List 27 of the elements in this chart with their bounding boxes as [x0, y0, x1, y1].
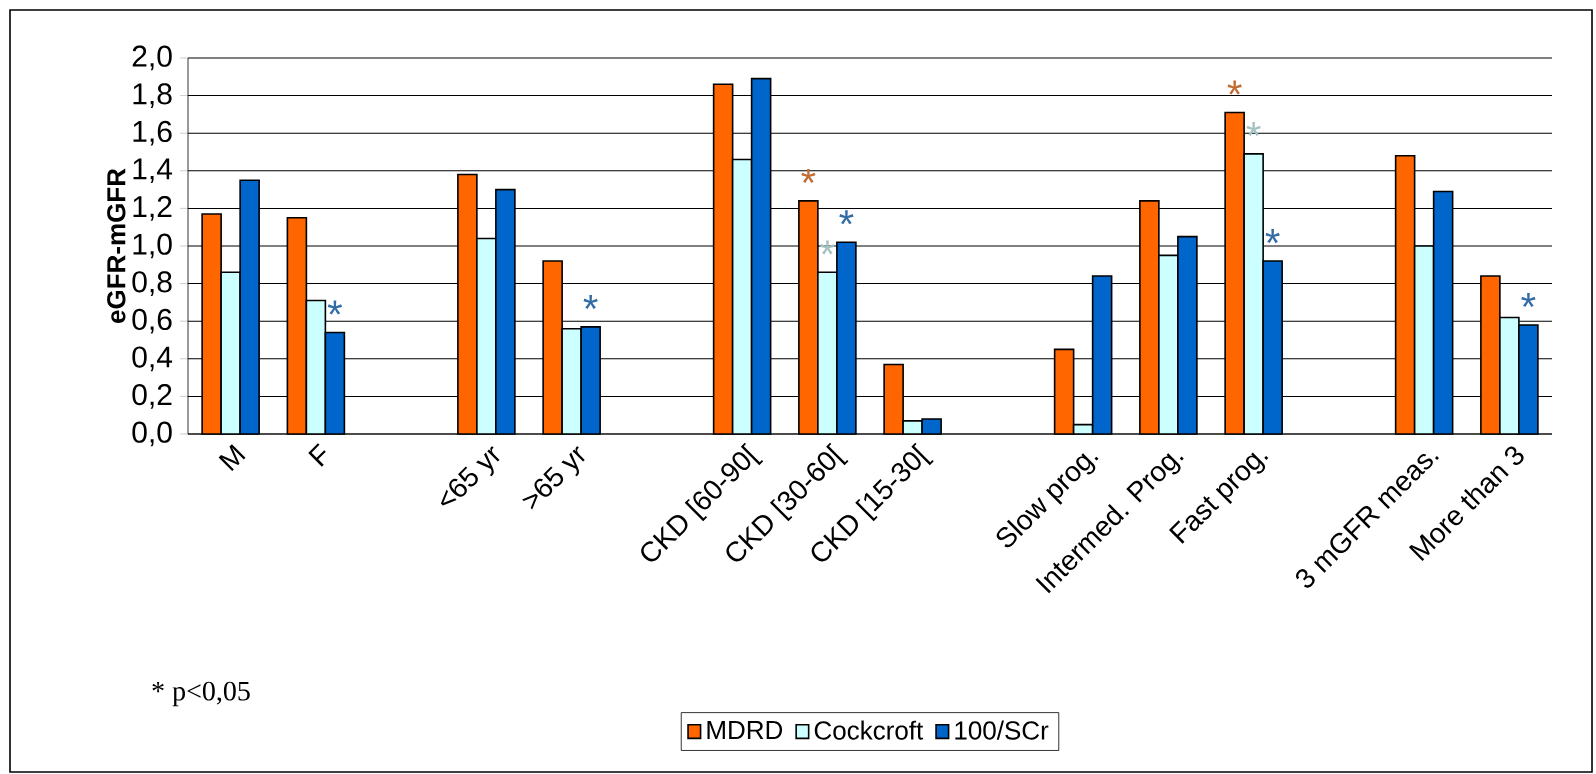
- x-tick-label: F: [308, 443, 326, 467]
- y-tick-label: 1,0: [133, 233, 172, 259]
- y-tick-label: 1,4: [133, 158, 173, 184]
- y-tick-label: 0,8: [132, 271, 172, 296]
- legend-label: MDRD: [707, 721, 783, 739]
- y-tick-label: 1,6: [133, 120, 172, 146]
- data-label: *: [583, 294, 598, 309]
- data-label: *: [839, 210, 854, 225]
- y-tick-label: 0,6: [132, 308, 172, 334]
- y-tick-label: 1,8: [133, 83, 172, 108]
- y-axis-title: eGFR-mGFR: [107, 168, 126, 323]
- data-label: *: [327, 300, 343, 315]
- data-label: *: [801, 168, 816, 183]
- y-tick-label: 1,2: [133, 195, 172, 221]
- y-tick-label: 0,2: [132, 383, 172, 409]
- legend-label: Cockcroft: [814, 720, 924, 740]
- text: * p<0,05: [152, 681, 250, 707]
- data-label: *: [1521, 293, 1536, 308]
- y-tick-label: 0,0: [132, 421, 172, 447]
- x-tick-label: <65 yr: [440, 446, 500, 506]
- x-tick-label: M: [218, 444, 246, 472]
- y-tick-label: 0,4: [132, 346, 173, 372]
- x-tick-label: >65 yr: [522, 446, 585, 510]
- y-tick-label: 2,0: [132, 45, 172, 71]
- legend-label: 100/SCr: [955, 720, 1049, 740]
- data-label: *: [1227, 80, 1242, 95]
- data-label: *: [1265, 229, 1280, 244]
